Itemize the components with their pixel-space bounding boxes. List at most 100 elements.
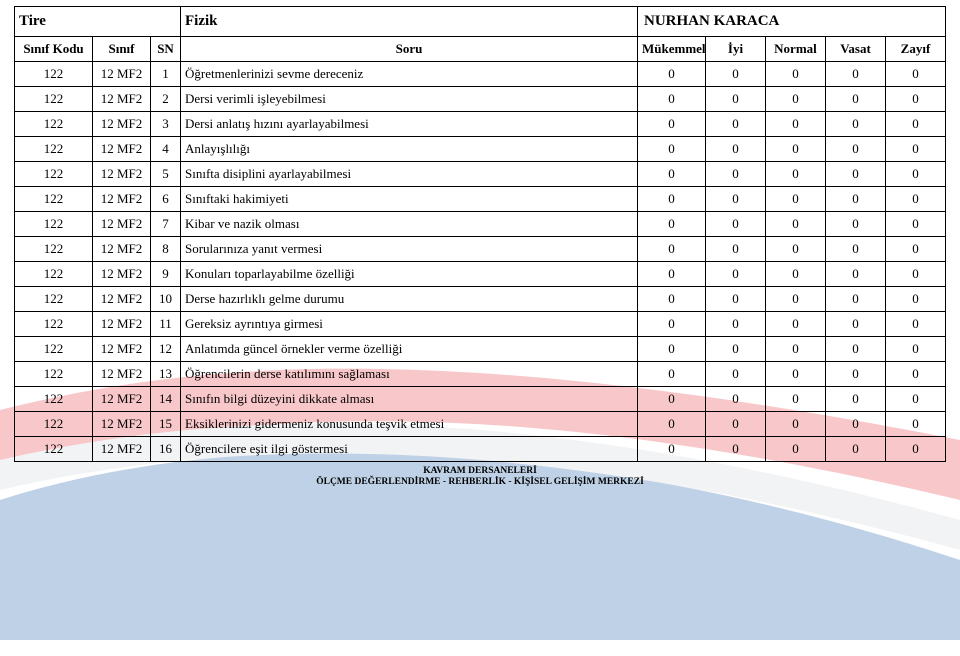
cell-vasat: 0	[825, 287, 885, 312]
cell-kodu: 122	[15, 187, 93, 212]
cell-sn: 10	[151, 287, 181, 312]
footer: KAVRAM DERSANELERİ ÖLÇME DEĞERLENDİRME -…	[14, 466, 946, 489]
cell-normal: 0	[765, 412, 825, 437]
cell-sinif: 12 MF2	[93, 212, 151, 237]
title-tire: Tire	[15, 7, 181, 37]
title-subject: Fizik	[181, 7, 638, 37]
table-row: 12212 MF26Sınıftaki hakimiyeti00000	[15, 187, 946, 212]
cell-soru: Öğrencilerin derse katılımını sağlaması	[181, 362, 638, 387]
cell-vasat: 0	[825, 337, 885, 362]
title-row: Tire Fizik NURHAN KARACA	[15, 7, 946, 37]
cell-sn: 14	[151, 387, 181, 412]
table-row: 12212 MF214Sınıfın bilgi düzeyini dikkat…	[15, 387, 946, 412]
table-row: 12212 MF27Kibar ve nazik olması00000	[15, 212, 946, 237]
cell-kodu: 122	[15, 137, 93, 162]
cell-mukemmel: 0	[637, 212, 705, 237]
cell-sinif: 12 MF2	[93, 87, 151, 112]
cell-sn: 3	[151, 112, 181, 137]
cell-sinif: 12 MF2	[93, 262, 151, 287]
cell-zayif: 0	[885, 337, 945, 362]
cell-mukemmel: 0	[637, 62, 705, 87]
cell-mukemmel: 0	[637, 437, 705, 462]
cell-kodu: 122	[15, 412, 93, 437]
cell-iyi: 0	[705, 137, 765, 162]
cell-vasat: 0	[825, 412, 885, 437]
cell-normal: 0	[765, 187, 825, 212]
header-soru: Soru	[181, 37, 638, 62]
table-row: 12212 MF215Eksiklerinizi gidermeniz konu…	[15, 412, 946, 437]
cell-mukemmel: 0	[637, 162, 705, 187]
cell-soru: Eksiklerinizi gidermeniz konusunda teşvi…	[181, 412, 638, 437]
cell-iyi: 0	[705, 387, 765, 412]
cell-zayif: 0	[885, 237, 945, 262]
cell-normal: 0	[765, 237, 825, 262]
table-row: 12212 MF22Dersi verimli işleyebilmesi000…	[15, 87, 946, 112]
cell-normal: 0	[765, 312, 825, 337]
cell-iyi: 0	[705, 187, 765, 212]
cell-sn: 8	[151, 237, 181, 262]
cell-soru: Anlatımda güncel örnekler verme özelliği	[181, 337, 638, 362]
cell-mukemmel: 0	[637, 287, 705, 312]
table-row: 12212 MF212Anlatımda güncel örnekler ver…	[15, 337, 946, 362]
cell-vasat: 0	[825, 112, 885, 137]
cell-vasat: 0	[825, 237, 885, 262]
cell-kodu: 122	[15, 112, 93, 137]
cell-vasat: 0	[825, 362, 885, 387]
cell-iyi: 0	[705, 87, 765, 112]
cell-mukemmel: 0	[637, 262, 705, 287]
cell-zayif: 0	[885, 362, 945, 387]
cell-kodu: 122	[15, 62, 93, 87]
cell-soru: Dersi anlatış hızını ayarlayabilmesi	[181, 112, 638, 137]
cell-zayif: 0	[885, 112, 945, 137]
cell-zayif: 0	[885, 287, 945, 312]
cell-zayif: 0	[885, 162, 945, 187]
cell-kodu: 122	[15, 87, 93, 112]
cell-sn: 1	[151, 62, 181, 87]
cell-sinif: 12 MF2	[93, 337, 151, 362]
footer-line2: ÖLÇME DEĞERLENDİRME - REHBERLİK - KİŞİSE…	[14, 477, 946, 488]
cell-sn: 11	[151, 312, 181, 337]
cell-kodu: 122	[15, 337, 93, 362]
cell-mukemmel: 0	[637, 387, 705, 412]
cell-soru: Öğrencilere eşit ilgi göstermesi	[181, 437, 638, 462]
cell-mukemmel: 0	[637, 312, 705, 337]
cell-normal: 0	[765, 287, 825, 312]
header-sinif: Sınıf	[93, 37, 151, 62]
cell-sinif: 12 MF2	[93, 112, 151, 137]
cell-iyi: 0	[705, 412, 765, 437]
cell-vasat: 0	[825, 387, 885, 412]
header-sn: SN	[151, 37, 181, 62]
cell-sn: 15	[151, 412, 181, 437]
cell-mukemmel: 0	[637, 87, 705, 112]
cell-soru: Kibar ve nazik olması	[181, 212, 638, 237]
cell-kodu: 122	[15, 387, 93, 412]
cell-mukemmel: 0	[637, 137, 705, 162]
header-iyi: İyi	[705, 37, 765, 62]
cell-sn: 13	[151, 362, 181, 387]
cell-mukemmel: 0	[637, 112, 705, 137]
header-sinif-kodu: Sınıf Kodu	[15, 37, 93, 62]
cell-kodu: 122	[15, 437, 93, 462]
table-row: 12212 MF213Öğrencilerin derse katılımını…	[15, 362, 946, 387]
cell-kodu: 122	[15, 212, 93, 237]
cell-normal: 0	[765, 162, 825, 187]
table-row: 12212 MF216Öğrencilere eşit ilgi gösterm…	[15, 437, 946, 462]
cell-iyi: 0	[705, 237, 765, 262]
cell-zayif: 0	[885, 62, 945, 87]
cell-kodu: 122	[15, 162, 93, 187]
cell-sn: 5	[151, 162, 181, 187]
cell-iyi: 0	[705, 337, 765, 362]
cell-mukemmel: 0	[637, 337, 705, 362]
cell-vasat: 0	[825, 312, 885, 337]
cell-zayif: 0	[885, 187, 945, 212]
cell-normal: 0	[765, 212, 825, 237]
cell-iyi: 0	[705, 362, 765, 387]
cell-kodu: 122	[15, 362, 93, 387]
table-row: 12212 MF210Derse hazırlıklı gelme durumu…	[15, 287, 946, 312]
cell-normal: 0	[765, 62, 825, 87]
cell-sn: 9	[151, 262, 181, 287]
cell-iyi: 0	[705, 62, 765, 87]
cell-normal: 0	[765, 87, 825, 112]
cell-iyi: 0	[705, 312, 765, 337]
cell-sinif: 12 MF2	[93, 162, 151, 187]
